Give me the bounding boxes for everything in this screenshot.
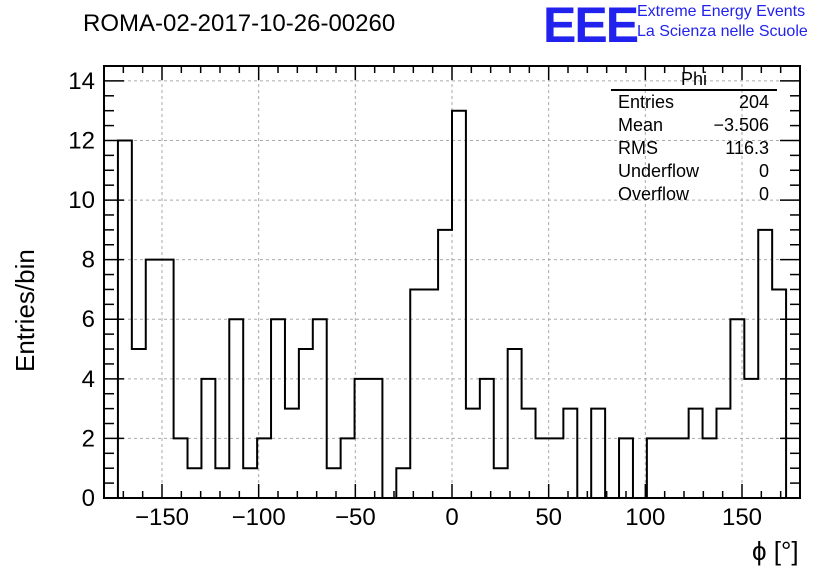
stats-value: 116.3 (725, 138, 769, 158)
y-tick-label: 12 (68, 127, 95, 154)
x-tick-label: −50 (335, 504, 376, 531)
chart-title: ROMA-02-2017-10-26-00260 (83, 10, 396, 37)
tick-labels: −150 −100 −50 0 50 100 150 0 2 4 6 8 10 12 14 (68, 68, 762, 531)
y-tick-label: 10 (68, 187, 95, 214)
x-tick-label: 0 (445, 504, 458, 531)
x-tick-label: 50 (535, 504, 562, 531)
y-tick-label: 8 (82, 247, 95, 274)
stats-row-entries: Entries 204 (611, 91, 777, 114)
stats-row-rms: RMS 116.3 (611, 137, 777, 160)
stats-box: Phi Entries 204 Mean −3.506 RMS 116.3 Un… (611, 69, 777, 206)
y-axis-label: Entries/bin (10, 249, 40, 372)
stats-label: Entries (618, 92, 675, 112)
stats-row-overflow: Overflow 0 (611, 183, 777, 206)
x-tick-label: −150 (135, 504, 189, 531)
x-tick-label: 100 (625, 504, 665, 531)
stats-value: −3.506 (713, 115, 769, 135)
stats-row-mean: Mean −3.506 (611, 114, 777, 137)
x-tick-label: −100 (232, 504, 286, 531)
stats-title: Phi (611, 69, 777, 91)
y-tick-label: 14 (68, 68, 95, 95)
y-tick-label: 4 (82, 366, 95, 393)
stats-value: 204 (738, 92, 769, 112)
y-tick-label: 0 (82, 485, 95, 512)
logo-caption-line1: Extreme Energy Events (637, 3, 806, 20)
stats-value: 0 (758, 161, 769, 181)
stats-label: Underflow (618, 161, 700, 181)
stats-label: Mean (618, 115, 664, 135)
stats-label: RMS (618, 138, 658, 158)
y-tick-label: 6 (82, 306, 95, 333)
eee-logo: EEE (543, 0, 639, 53)
plot-frame (103, 65, 801, 499)
stats-label: Overflow (618, 184, 690, 204)
axis-ticks (103, 66, 801, 499)
stats-value: 0 (758, 184, 769, 204)
stats-row-underflow: Underflow 0 (611, 160, 777, 183)
histogram-series (104, 109, 800, 499)
x-tick-label: 150 (722, 504, 762, 531)
x-axis-label: ϕ [°] (752, 536, 799, 566)
y-tick-label: 2 (82, 425, 95, 452)
logo-caption-line2: La Scienza nelle Scuole (637, 23, 808, 40)
logo-caption: Extreme Energy Events La Scienza nelle S… (637, 2, 808, 42)
